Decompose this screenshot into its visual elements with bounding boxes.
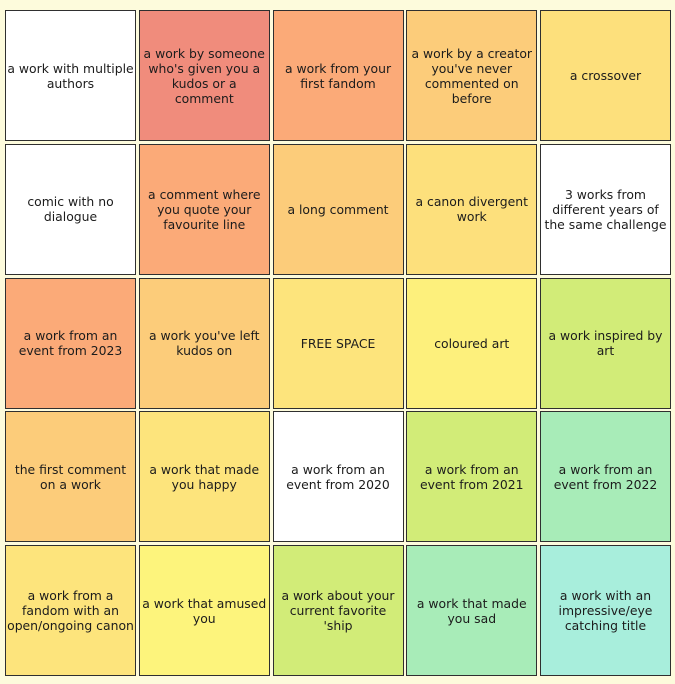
- bingo-cell[interactable]: 3 works from different years of the same…: [540, 143, 671, 275]
- free-space-cell[interactable]: FREE SPACE: [272, 277, 404, 409]
- bingo-cell[interactable]: a canon divergent work: [406, 143, 538, 275]
- bingo-cell[interactable]: a work from an event from 2022: [540, 411, 671, 543]
- bingo-cell[interactable]: a work with an impressive/eye catching t…: [540, 545, 671, 676]
- bingo-cell[interactable]: a comment where you quote your favourite…: [138, 143, 270, 275]
- bingo-cell[interactable]: a work inspired by art: [540, 277, 671, 409]
- bingo-cell[interactable]: coloured art: [406, 277, 538, 409]
- bingo-cell[interactable]: a work from an event from 2021: [406, 411, 538, 543]
- bingo-cell[interactable]: a crossover: [540, 10, 671, 141]
- bingo-cell[interactable]: the first comment on a work: [5, 411, 136, 543]
- bingo-cell[interactable]: a work from an event from 2023: [5, 277, 136, 409]
- bingo-cell[interactable]: a work with multiple authors: [5, 10, 136, 141]
- bingo-cell[interactable]: a work from your first fandom: [272, 10, 404, 141]
- bingo-cell[interactable]: a work that made you sad: [406, 545, 538, 676]
- bingo-cell[interactable]: a work that amused you: [138, 545, 270, 676]
- bingo-cell[interactable]: a work that made you happy: [138, 411, 270, 543]
- bingo-cell[interactable]: a work about your current favorite 'ship: [272, 545, 404, 676]
- bingo-cell[interactable]: a work from an event from 2020: [272, 411, 404, 543]
- bingo-cell[interactable]: comic with no dialogue: [5, 143, 136, 275]
- bingo-cell[interactable]: a work you've left kudos on: [138, 277, 270, 409]
- bingo-cell[interactable]: a work by someone who's given you a kudo…: [138, 10, 270, 141]
- bingo-cell[interactable]: a long comment: [272, 143, 404, 275]
- bingo-cell[interactable]: a work by a creator you've never comment…: [406, 10, 538, 141]
- bingo-board: a work with multiple authors a work by s…: [5, 10, 671, 676]
- bingo-cell[interactable]: a work from a fandom with an open/ongoin…: [5, 545, 136, 676]
